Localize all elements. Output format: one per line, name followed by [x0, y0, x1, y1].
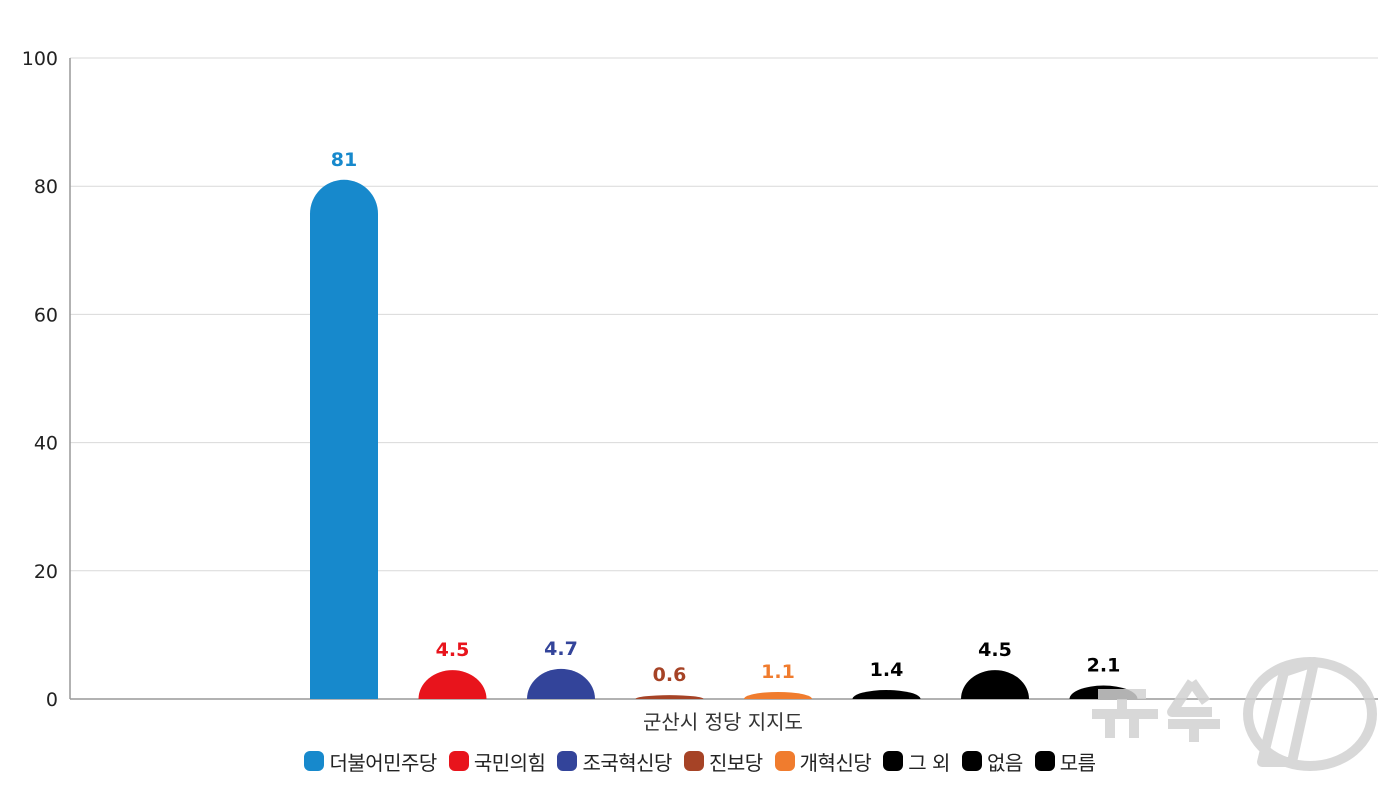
legend-item: 없음 — [961, 747, 1023, 776]
y-axis-ticks: 0 20 40 60 80 100 — [22, 48, 58, 711]
y-tick-label: 100 — [22, 48, 58, 70]
legend-swatch — [883, 751, 904, 771]
data-label-7: 2.1 — [1087, 655, 1121, 677]
data-label-1: 4.5 — [436, 639, 470, 661]
x-axis-label: 군산시 정당 지지도 — [643, 710, 803, 734]
data-label-6: 4.5 — [978, 639, 1012, 661]
legend-label: 진보당 — [708, 750, 763, 775]
legend-swatch — [448, 751, 469, 771]
legend-item: 조국혁신당 — [557, 747, 672, 776]
data-label-0: 81 — [331, 149, 357, 171]
data-label-5: 1.4 — [870, 659, 904, 681]
legend-item: 더불어민주당 — [304, 747, 437, 776]
bar-1 — [418, 670, 487, 699]
legend-item: 개혁신당 — [774, 747, 872, 776]
legend-swatch — [683, 751, 704, 771]
bars — [310, 179, 1138, 700]
data-label-3: 0.6 — [653, 664, 687, 686]
legend-label: 없음 — [986, 750, 1023, 775]
bar-5 — [852, 690, 921, 699]
legend-label: 국민의힘 — [473, 750, 546, 775]
legend-label: 개혁신당 — [799, 750, 872, 775]
legend-label: 조국혁신당 — [582, 750, 672, 775]
bar-chart: 0 20 40 60 80 100 81 4.5 4.7 0.6 1.1 1.4 4.5 2.1 군산시… — [22, 48, 1378, 734]
data-label-2: 4.7 — [544, 638, 578, 660]
data-labels: 81 4.5 4.7 0.6 1.1 1.4 4.5 2.1 — [331, 149, 1121, 686]
y-tick-label: 40 — [34, 433, 58, 455]
legend-swatch — [961, 751, 982, 771]
legend-label: 모름 — [1059, 750, 1096, 775]
legend-label: 더불어민주당 — [329, 750, 437, 775]
y-tick-label: 80 — [34, 176, 58, 198]
legend-swatch — [774, 751, 795, 771]
bar-3 — [635, 695, 704, 699]
gridlines — [69, 57, 1378, 700]
legend-item: 진보당 — [683, 747, 763, 776]
bar-0 — [310, 179, 378, 700]
legend-swatch — [557, 751, 578, 771]
news1-watermark-logo — [1092, 657, 1377, 771]
y-tick-label: 20 — [34, 561, 58, 583]
legend-item: 국민의힘 — [448, 747, 546, 776]
legend-swatch — [304, 751, 325, 771]
bar-2 — [527, 668, 595, 699]
legend-swatch — [1034, 751, 1055, 771]
legend-item: 모름 — [1034, 747, 1096, 776]
legend-item: 그 외 — [883, 747, 950, 776]
y-tick-label: 60 — [34, 304, 58, 326]
bar-6 — [961, 670, 1029, 699]
legend-label: 그 외 — [908, 750, 950, 775]
y-tick-label: 0 — [46, 689, 58, 711]
data-label-4: 1.1 — [761, 661, 795, 683]
legend: 더불어민주당 국민의힘 조국혁신당 진보당 개혁신당 그 외 없음 모름 — [0, 744, 1400, 778]
bar-4 — [744, 691, 812, 699]
